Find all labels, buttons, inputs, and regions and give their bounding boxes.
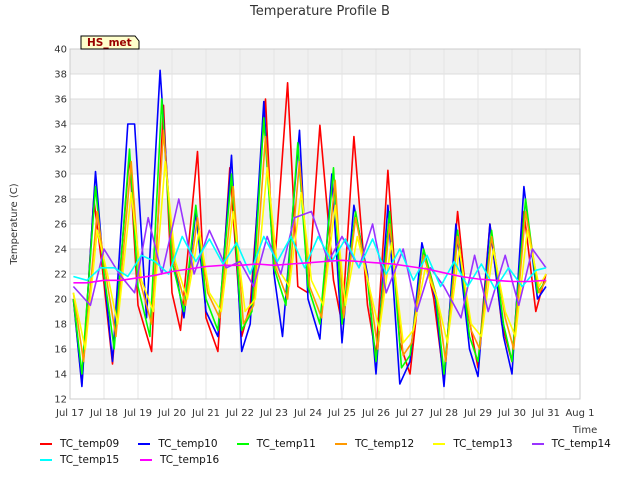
x-tick-label: Jul 19 xyxy=(123,408,152,419)
grid-band xyxy=(70,199,580,224)
y-tick-label: 26 xyxy=(54,220,67,231)
y-axis-label: Temperature (C) xyxy=(9,183,20,265)
series-line-tc_temp13 xyxy=(72,160,547,350)
x-tick-label: Jul 28 xyxy=(429,408,458,419)
legend-label: TC_temp11 xyxy=(256,438,316,450)
series-line-tc_temp11 xyxy=(72,98,547,375)
y-tick-label: 20 xyxy=(54,295,67,306)
grid-band xyxy=(70,299,580,324)
legend-label: TC_temp09 xyxy=(60,438,120,450)
plot-border xyxy=(69,48,581,400)
x-axis-ticks: Jul 17 Jul 18 Jul 19 Jul 20 Jul 21 Jul 22 Jul … xyxy=(55,408,595,419)
legend-row: TC_temp09 TC_temp10 TC_temp11 TC_temp12 TC_t… xyxy=(40,436,630,452)
grid-band xyxy=(70,49,580,74)
x-tick-label: Jul 25 xyxy=(327,408,356,419)
y-tick-label: 14 xyxy=(54,370,67,381)
grid-lines xyxy=(69,48,581,400)
y-tick-label: 38 xyxy=(54,70,67,81)
legend-swatch xyxy=(236,443,249,445)
legend-label: TC_temp10 xyxy=(158,438,218,450)
y-axis-ticks: 12 14 16 18 20 22 24 26 28 30 32 34 36 38 40 xyxy=(54,45,67,406)
y-tick-label: 18 xyxy=(54,320,67,331)
x-tick-label: Jul 29 xyxy=(463,408,492,419)
legend-label: TC_temp12 xyxy=(354,438,415,450)
grid-band xyxy=(70,99,580,124)
legend-swatch xyxy=(40,443,52,445)
legend-item: TC_temp15 xyxy=(40,454,140,466)
legend-item: TC_temp11 xyxy=(236,438,335,450)
grid-band xyxy=(70,349,580,374)
x-tick-label: Jul 23 xyxy=(259,408,288,419)
station-badge: HS_met xyxy=(80,35,140,50)
series-line-tc_temp12 xyxy=(72,129,547,363)
legend-label: TC_temp16 xyxy=(160,454,220,466)
legend-item: TC_temp09 xyxy=(40,438,138,450)
y-tick-label: 12 xyxy=(54,395,67,406)
x-tick-label: Jul 20 xyxy=(157,408,186,419)
legend-swatch xyxy=(138,443,151,445)
x-tick-label: Jul 27 xyxy=(395,408,424,419)
legend-label: TC_temp13 xyxy=(453,438,513,450)
x-tick-label: Jul 18 xyxy=(89,408,118,419)
y-tick-label: 34 xyxy=(54,120,67,131)
legend-label: TC_temp14 xyxy=(551,438,611,450)
legend-item: TC_temp13 xyxy=(433,438,531,450)
chart-legend: TC_temp09 TC_temp10 TC_temp11 TC_temp12 TC_t… xyxy=(40,436,630,468)
legend-swatch xyxy=(433,443,446,445)
x-tick-label: Jul 17 xyxy=(55,408,84,419)
x-tick-label: Jul 26 xyxy=(361,408,390,419)
series-line-tc_temp14 xyxy=(72,198,547,319)
x-tick-label: Jul 22 xyxy=(225,408,254,419)
series-line-tc_temp15 xyxy=(73,235,547,290)
y-tick-label: 36 xyxy=(54,95,67,106)
legend-swatch xyxy=(334,443,347,445)
legend-swatch xyxy=(40,459,52,461)
legend-swatch xyxy=(140,459,152,461)
y-tick-label: 16 xyxy=(54,345,67,356)
series-layer xyxy=(72,69,547,388)
x-tick-label: Jul 21 xyxy=(191,408,220,419)
x-tick-label: Jul 31 xyxy=(531,408,560,419)
legend-item: TC_temp10 xyxy=(138,438,236,450)
y-tick-label: 22 xyxy=(54,270,67,281)
legend-swatch xyxy=(531,443,544,445)
x-tick-label: Jul 24 xyxy=(293,408,322,419)
y-tick-label: 32 xyxy=(54,145,67,156)
y-tick-label: 40 xyxy=(54,45,67,56)
legend-item: TC_temp16 xyxy=(140,454,240,466)
series-line-tc_temp10 xyxy=(72,69,547,388)
legend-item: TC_temp12 xyxy=(334,438,433,450)
x-tick-label: Aug 1 xyxy=(565,408,594,419)
y-tick-label: 24 xyxy=(54,245,67,256)
y-tick-label: 30 xyxy=(54,170,67,181)
legend-row: TC_temp15 TC_temp16 xyxy=(40,452,630,468)
legend-item: TC_temp14 xyxy=(531,438,630,450)
series-line-tc_temp16 xyxy=(73,259,547,284)
chart-title: Temperature Profile B xyxy=(249,4,390,19)
x-tick-label: Jul 30 xyxy=(497,408,526,419)
legend-label: TC_temp15 xyxy=(60,454,120,466)
badge-label: HS_met xyxy=(87,37,132,49)
y-tick-label: 28 xyxy=(54,195,67,206)
x-axis-label: Time xyxy=(572,425,597,436)
grid-band xyxy=(70,149,580,174)
badge-box xyxy=(80,35,140,50)
